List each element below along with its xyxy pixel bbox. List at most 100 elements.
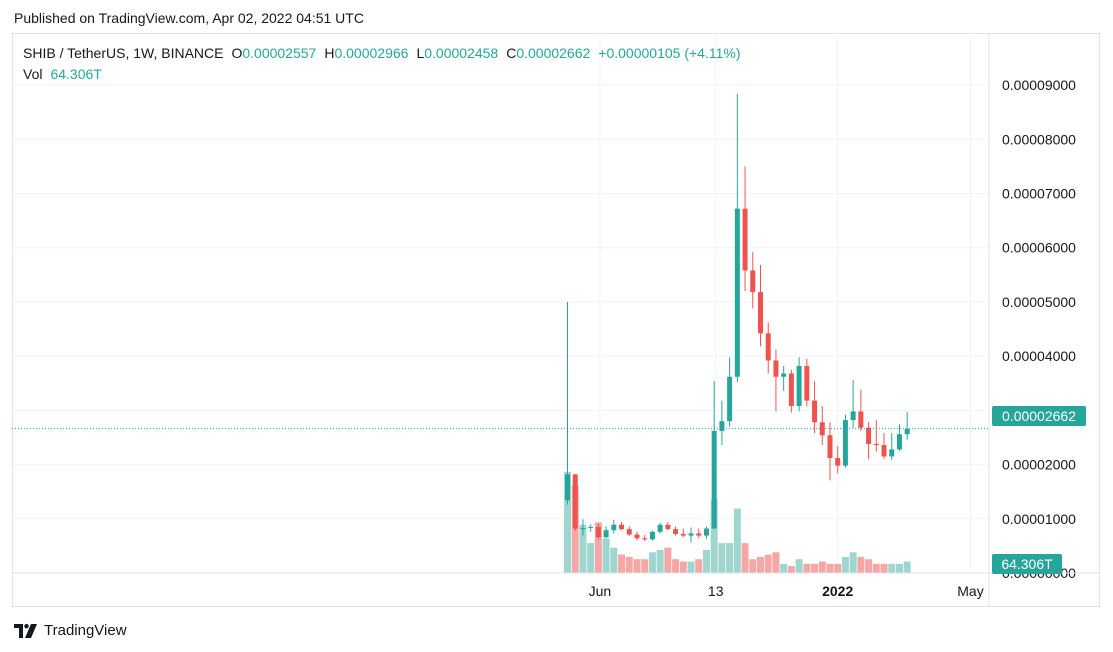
ohlc-legend: SHIB / TetherUS, 1W, BINANCE O0.00002557 H… — [23, 45, 740, 61]
y-tick-label: 0.00008000 — [1002, 131, 1076, 147]
low-label: L — [416, 45, 425, 61]
volume-bar — [749, 559, 757, 573]
candle-body — [588, 526, 594, 528]
volume-bar — [872, 563, 880, 573]
x-tick-label: 13 — [708, 583, 724, 599]
candle-body — [649, 531, 655, 540]
volume-bar — [602, 538, 610, 573]
volume-bar — [718, 543, 726, 573]
volume-bar — [610, 547, 618, 573]
close-label: C — [506, 45, 517, 61]
change-value: +0.00000105 (+4.11%) — [598, 45, 741, 61]
volume-bar — [849, 552, 857, 573]
candle-body — [727, 376, 733, 422]
grid-lines — [12, 33, 989, 574]
candle-body — [634, 534, 640, 539]
symbol-label[interactable]: SHIB / TetherUS, 1W, BINANCE — [23, 45, 224, 61]
low-value: 0.00002458 — [424, 45, 499, 61]
candle-body — [673, 529, 679, 534]
volume-bar — [564, 471, 571, 573]
high-label: H — [324, 45, 335, 61]
volume-bar — [764, 554, 772, 573]
volume-bar — [780, 563, 788, 573]
candle-body — [812, 400, 818, 423]
last-volume-tag: 64.306T — [992, 554, 1062, 574]
candle-body — [719, 421, 725, 431]
candle-body — [835, 458, 841, 466]
volume-bar — [695, 559, 703, 573]
volume-bar — [648, 552, 656, 573]
candle-body — [896, 434, 902, 450]
candle-body — [580, 528, 586, 529]
volume-bar — [687, 561, 695, 573]
volume-bar — [733, 508, 741, 573]
candle-body — [804, 365, 810, 401]
volume-bar — [811, 563, 819, 573]
candle-body — [595, 526, 601, 538]
candle-body — [750, 270, 756, 293]
x-tick-label: May — [957, 583, 983, 599]
x-tick-label: Jun — [589, 583, 612, 599]
candle-body — [827, 435, 833, 459]
volume-bar — [903, 561, 911, 573]
candle-body — [680, 533, 686, 536]
tradingview-brand[interactable]: TradingView — [14, 622, 127, 639]
close-value: 0.00002662 — [516, 45, 591, 61]
volume-bar — [880, 563, 888, 573]
y-tick-label: 0.00006000 — [1002, 240, 1076, 256]
y-tick-label: 0.00002000 — [1002, 457, 1076, 473]
volume-value: 64.306T — [50, 66, 102, 82]
y-tick-label: 0.00009000 — [1002, 77, 1076, 93]
volume-bar — [857, 556, 865, 573]
y-tick-label: 0.00005000 — [1002, 294, 1076, 310]
candle-body — [788, 373, 794, 407]
candle-body — [642, 538, 648, 540]
candle-body — [866, 427, 872, 444]
candle-body — [773, 360, 779, 377]
candle-body — [572, 474, 578, 529]
volume-bar — [795, 559, 803, 573]
last-price-tag: 0.00002662 — [992, 406, 1086, 426]
candle-body — [665, 524, 671, 530]
volume-bar — [888, 563, 896, 573]
candles — [12, 93, 989, 543]
volume-bar — [865, 559, 873, 573]
volume-bar — [826, 563, 834, 573]
candle-body — [703, 528, 709, 536]
volume-bar — [895, 563, 903, 573]
candle-body — [711, 430, 717, 529]
candle-body — [904, 428, 910, 435]
volume-bar — [772, 552, 780, 573]
volume-bar — [702, 550, 710, 573]
candle-body — [611, 524, 617, 531]
volume-bar — [587, 543, 595, 573]
volume-bar — [618, 554, 626, 573]
candle-body — [850, 411, 856, 421]
candle-body — [619, 524, 625, 530]
candle-body — [858, 411, 864, 428]
y-tick-label: 0.00004000 — [1002, 348, 1076, 364]
volume-bar — [710, 499, 718, 573]
volume-bar — [579, 524, 587, 573]
volume-bar — [741, 543, 749, 573]
candle-body — [742, 208, 748, 271]
open-label: O — [231, 45, 243, 61]
volume-bar — [803, 563, 811, 573]
candle-body — [688, 533, 694, 536]
volume-legend: Vol 64.306T — [23, 66, 102, 82]
volume-bar — [641, 559, 649, 573]
volume-bar — [625, 556, 633, 573]
candle-body — [781, 373, 787, 377]
candlestick-chart[interactable]: 0.00009000 0.00008000 0.00007000 0.00006000… — [12, 33, 1100, 607]
volume-bar — [679, 561, 687, 573]
published-caption: Published on TradingView.com, Apr 02, 20… — [14, 10, 364, 26]
chart-frame — [12, 33, 1100, 607]
candle-body — [603, 530, 609, 538]
candle-body — [889, 449, 895, 457]
brand-name: TradingView — [44, 622, 127, 639]
volume-bar — [656, 550, 664, 573]
candle-body — [565, 474, 570, 501]
candle-body — [796, 365, 802, 407]
candle-body — [765, 333, 771, 361]
tradingview-logo-icon — [14, 623, 37, 638]
